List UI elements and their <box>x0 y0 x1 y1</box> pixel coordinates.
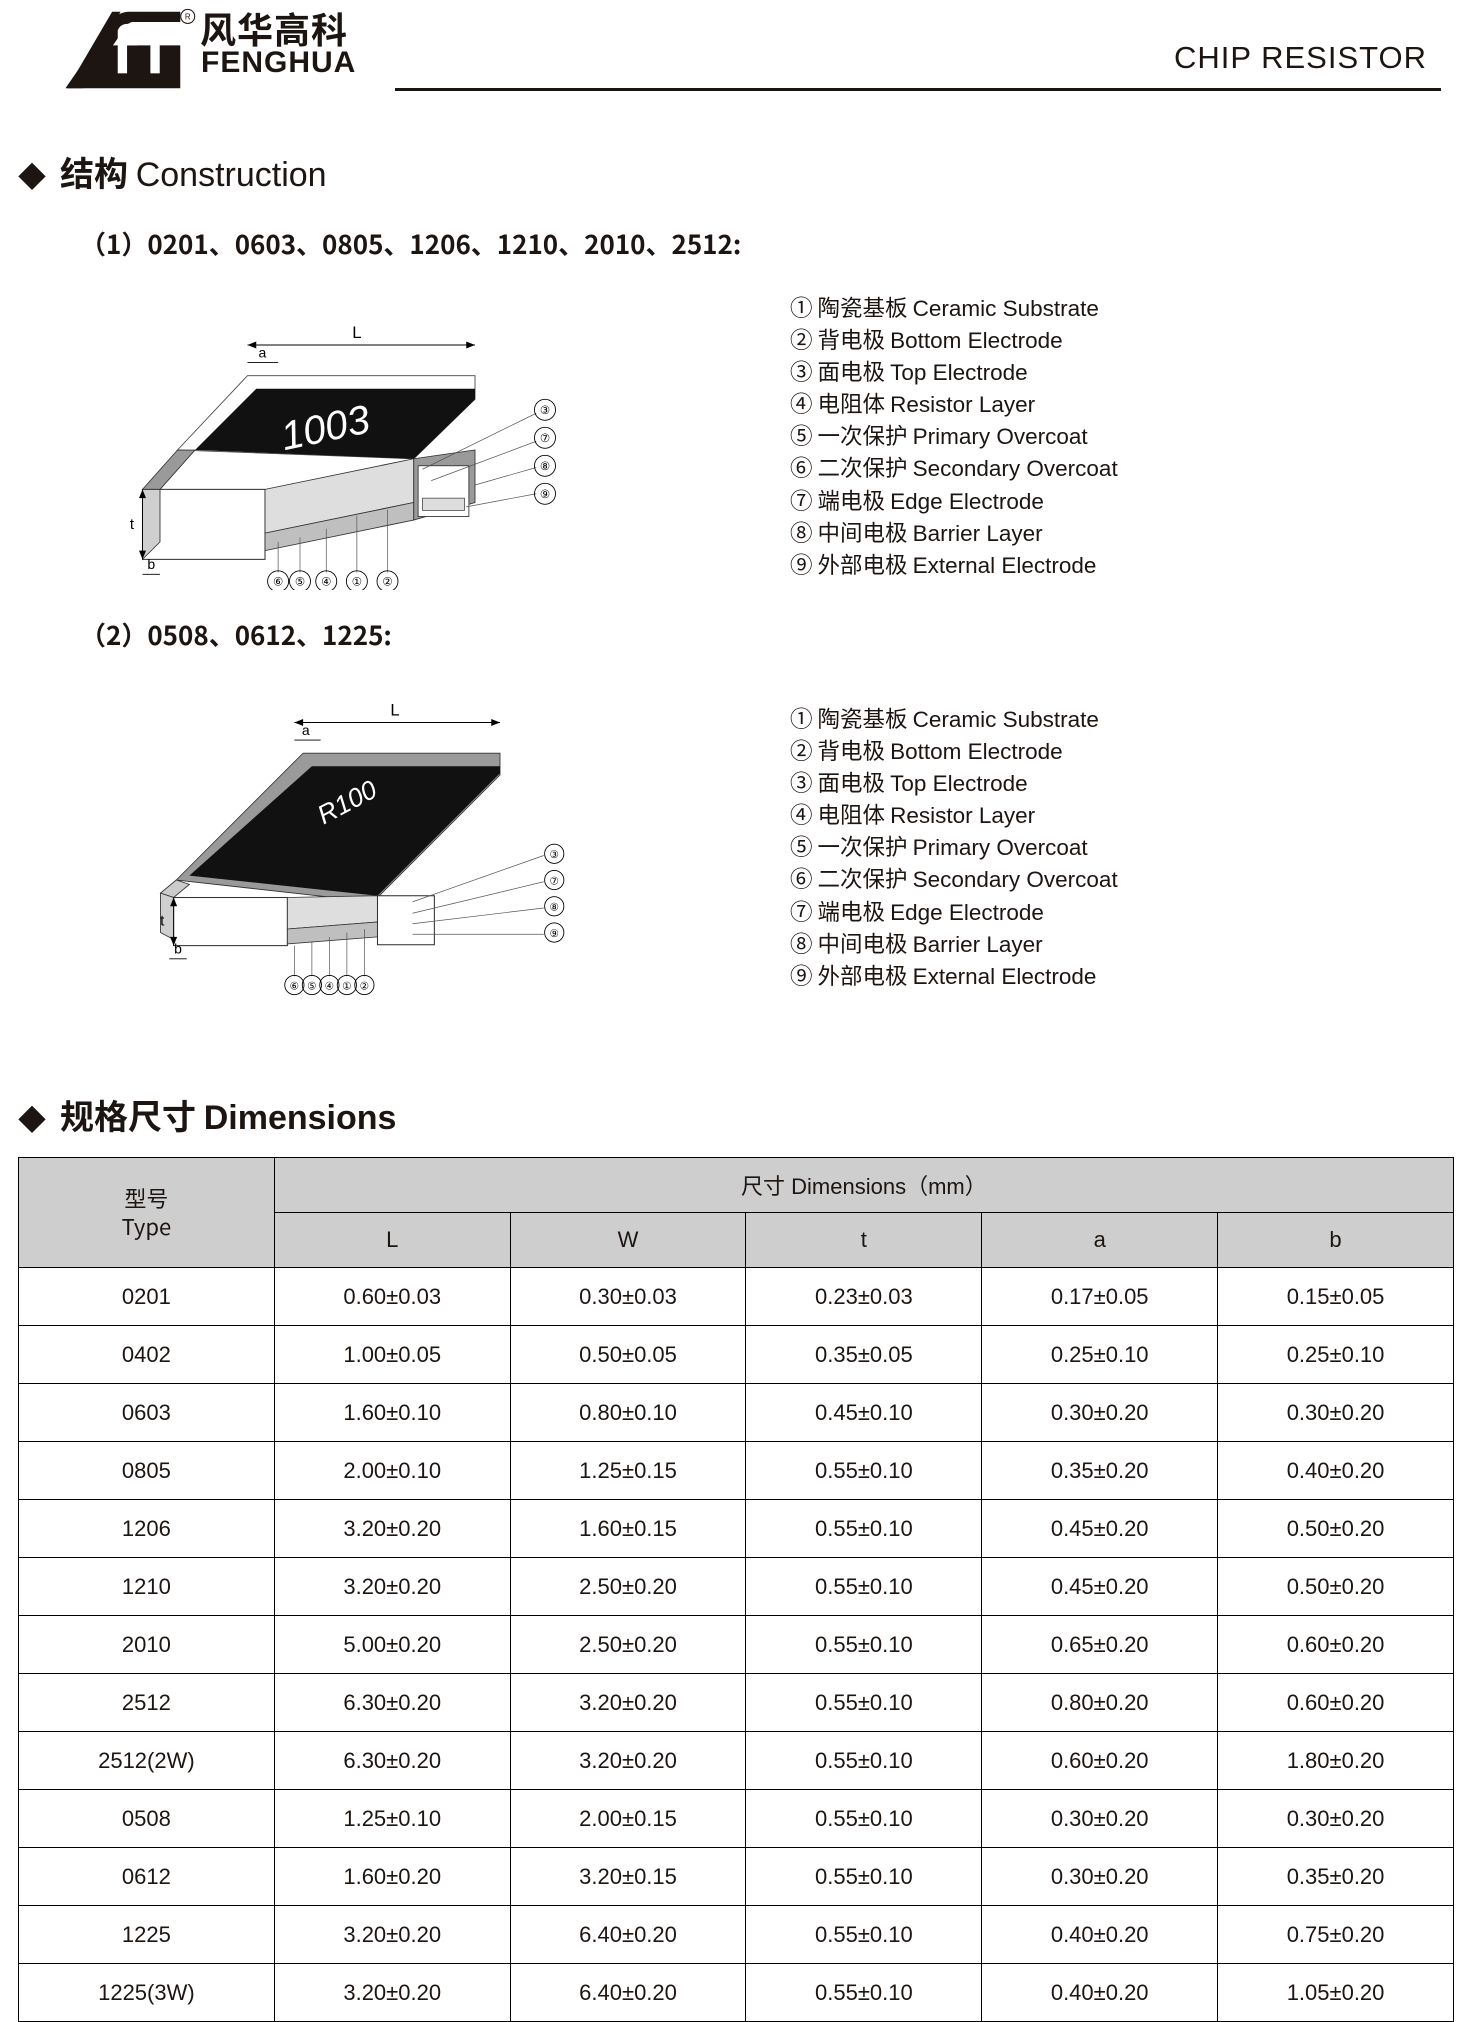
svg-text:②: ② <box>360 980 370 992</box>
svg-text:⑧: ⑧ <box>540 461 550 473</box>
svg-text:⑥: ⑥ <box>273 577 283 589</box>
svg-text:①: ① <box>342 980 352 992</box>
svg-text:⑨: ⑨ <box>540 489 550 501</box>
svg-text:R: R <box>185 13 191 22</box>
svg-text:⑦: ⑦ <box>540 433 550 445</box>
svg-text:b: b <box>147 556 155 572</box>
svg-text:b: b <box>174 941 182 957</box>
svg-text:t: t <box>130 517 135 533</box>
svg-text:a: a <box>302 722 310 738</box>
svg-text:⑦: ⑦ <box>550 875 560 887</box>
svg-text:⑤: ⑤ <box>295 577 305 589</box>
svg-text:⑤: ⑤ <box>307 980 317 992</box>
svg-text:⑨: ⑨ <box>550 928 560 940</box>
svg-text:③: ③ <box>540 405 550 417</box>
svg-text:②: ② <box>382 577 392 589</box>
svg-text:④: ④ <box>325 980 335 992</box>
svg-text:L: L <box>352 323 361 342</box>
svg-text:④: ④ <box>321 577 331 589</box>
svg-text:⑥: ⑥ <box>290 980 300 992</box>
svg-text:①: ① <box>352 577 362 589</box>
svg-text:L: L <box>390 701 399 720</box>
svg-text:a: a <box>258 344 266 360</box>
svg-text:③: ③ <box>550 849 560 861</box>
svg-text:⑧: ⑧ <box>550 902 560 914</box>
